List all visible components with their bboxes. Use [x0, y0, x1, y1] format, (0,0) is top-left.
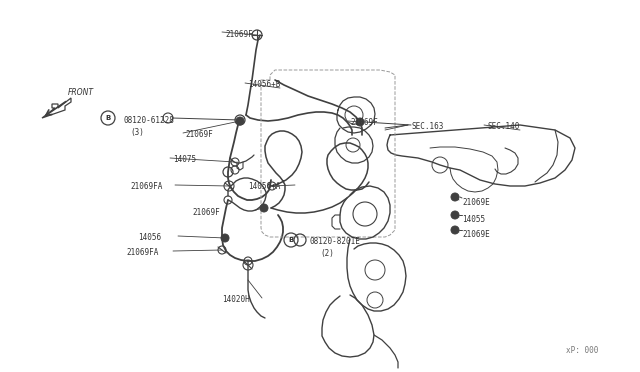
Text: 14056+A: 14056+A	[248, 182, 280, 191]
Text: 21069FA: 21069FA	[126, 248, 158, 257]
Circle shape	[451, 226, 459, 234]
Text: xP: 000: xP: 000	[566, 346, 598, 355]
Text: B: B	[106, 115, 111, 121]
Circle shape	[356, 118, 364, 126]
Text: 21069E: 21069E	[462, 198, 490, 207]
Text: 21069FA: 21069FA	[130, 182, 163, 191]
Text: 21069F: 21069F	[192, 208, 220, 217]
Circle shape	[451, 193, 459, 201]
Text: 21069F: 21069F	[350, 118, 378, 127]
Text: 21069F: 21069F	[225, 30, 253, 39]
Text: (3): (3)	[130, 128, 144, 137]
Text: 14056: 14056	[138, 233, 161, 242]
Circle shape	[260, 204, 268, 212]
Text: 14075: 14075	[173, 155, 196, 164]
Text: 21069E: 21069E	[462, 230, 490, 239]
Circle shape	[221, 234, 229, 242]
Text: 14055: 14055	[462, 215, 485, 224]
Text: FRONT: FRONT	[68, 88, 94, 97]
Text: SEC.140: SEC.140	[487, 122, 520, 131]
Text: (2): (2)	[320, 249, 334, 258]
Circle shape	[451, 211, 459, 219]
Text: B: B	[289, 237, 294, 243]
Text: SEC.163: SEC.163	[411, 122, 444, 131]
Circle shape	[236, 117, 244, 125]
Text: 14056+B: 14056+B	[248, 80, 280, 89]
Text: 14020H: 14020H	[222, 295, 250, 304]
Text: 08120-8201E: 08120-8201E	[310, 237, 361, 246]
Text: 21069F: 21069F	[185, 130, 212, 139]
Text: 08120-61228: 08120-61228	[123, 116, 174, 125]
